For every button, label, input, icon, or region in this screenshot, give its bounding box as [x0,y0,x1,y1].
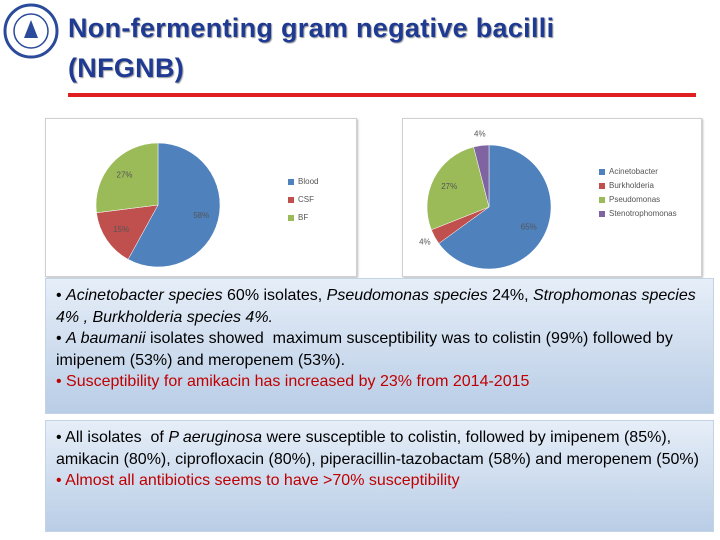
pie-slice [473,144,490,208]
paragraph: • Susceptibility for amikacin has increa… [56,371,703,393]
text-run: Pseudomonas species [326,287,488,304]
pie-chart: 65% Acinetobacter 4% Burkholderia 27% Pseudom… [402,118,702,277]
pie-slice [95,142,159,214]
text-box: • All isolates of P aeruginosa were susc… [45,420,714,532]
text-run: Strophomonas species 4% , Burkholderia s… [56,287,701,326]
legend-swatch [599,169,605,175]
legend-swatch [599,197,605,203]
pie-slice [127,142,221,268]
text-run: were susceptible to colistin, followed b… [56,429,699,468]
text-run: • Almost all antibiotics seems to have >… [56,472,460,489]
text-run: • [56,287,67,304]
legend-label: Pseudomonas [609,195,660,204]
logo-inner [13,13,49,49]
text-run: isolates showed maximum susceptibility w… [56,330,678,369]
text-run: 60% isolates, [222,287,327,304]
text-run: A baumanii [66,330,146,347]
legend-swatch [288,179,294,185]
paragraph: • Almost all antibiotics seems to have >… [56,470,703,492]
title-line: (NFGNB) [68,53,185,83]
data-label: 4% [474,130,486,139]
legend-label: Stenotrophomonas [609,209,677,218]
data-label: 58% [193,211,209,220]
logo-emblem [24,20,38,38]
text-run: Acinetobacter species [66,287,223,304]
legend-swatch [599,211,605,217]
data-label: 15% [113,225,129,234]
data-label: 65% [521,222,537,231]
text-box: • Acinetobacter species 60% isolates, Ps… [45,278,714,414]
legend-swatch [288,197,294,203]
title-line: Non-fermenting gram negative bacilli [68,13,555,43]
legend-swatch [288,215,294,221]
legend-label: CSF [298,195,314,204]
pie-slice [96,204,159,260]
text-run: P aeruginosa [168,429,263,446]
legend-label: BF [298,213,308,222]
slide-title: Non-fermenting gram negative bacilli (NF… [68,8,554,88]
legend-label: Acinetobacter [609,167,658,176]
pie-slice [438,144,552,270]
title-rule [68,93,696,97]
logo [3,3,59,59]
paragraph: • A baumanii isolates showed maximum sus… [56,328,703,371]
pie-slice [426,146,490,231]
text-run: • All isolates of [56,429,169,446]
legend-label: Blood [298,177,318,186]
paragraph: • All isolates of P aeruginosa were susc… [56,427,703,470]
pie-chart: 58% Blood 15% CSF 27% BF [45,118,357,277]
text-run: • Susceptibility for amikacin has increa… [56,373,530,390]
text-run: • [56,330,67,347]
data-label: 27% [117,171,133,180]
data-label: 4% [419,237,431,246]
legend-label: Burkholderia [609,181,654,190]
data-label: 27% [441,182,457,191]
legend-swatch [599,183,605,189]
paragraph: • Acinetobacter species 60% isolates, Ps… [56,285,703,328]
text-run: 24%, [487,287,533,304]
